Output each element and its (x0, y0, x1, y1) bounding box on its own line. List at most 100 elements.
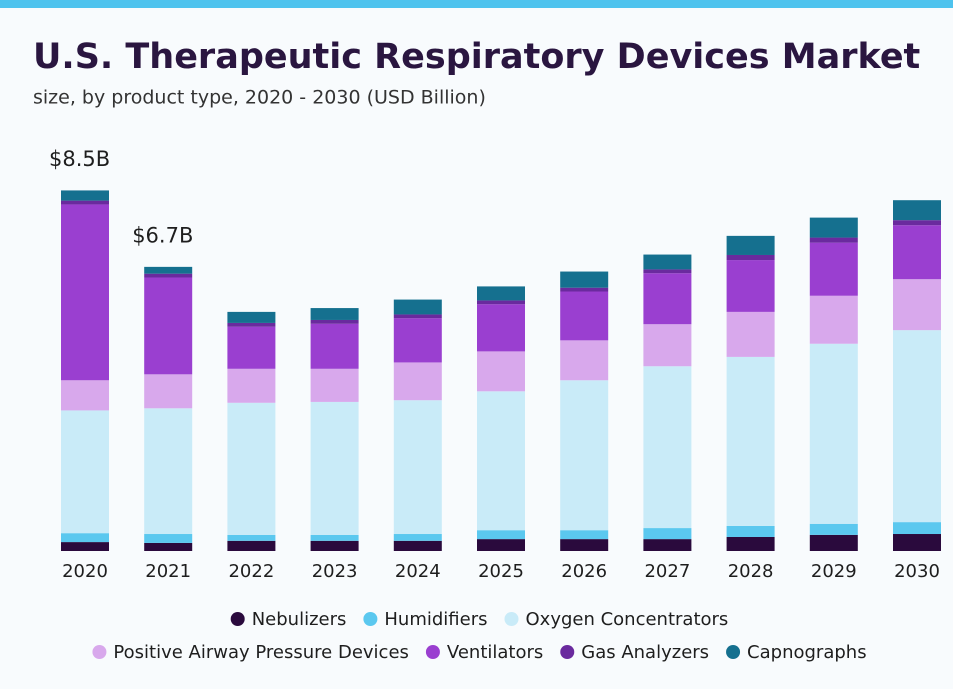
bar-segment (227, 322, 276, 327)
legend-item: Capnographs (726, 642, 867, 663)
bar-segment (726, 525, 775, 537)
legend: Nebulizers Humidifiers Oxygen Concentrator… (92, 609, 867, 663)
total-label: $6.7B (132, 223, 193, 247)
bar-segment (726, 254, 775, 261)
x-tick-label: 2024 (395, 561, 441, 582)
bar-segment (643, 528, 692, 540)
legend-swatch (560, 645, 575, 659)
legend-swatch (726, 645, 741, 659)
bar-segment (61, 190, 109, 201)
legend-item: Positive Airway Pressure Devices (92, 642, 409, 663)
bar-segment (643, 269, 692, 274)
bar-segment (726, 235, 775, 255)
bar-segment (560, 340, 609, 381)
bar-segment (144, 408, 193, 535)
legend-label: Nebulizers (252, 609, 347, 630)
bar-segment (227, 326, 276, 369)
bar-segment (809, 534, 858, 551)
bar-segment (61, 380, 109, 411)
bar-segment (560, 380, 609, 531)
bar-segment (560, 291, 609, 341)
bar-segment (809, 295, 858, 344)
legend-label: Ventilators (447, 642, 543, 663)
bar-segment (560, 271, 609, 288)
legend-label: Oxygen Concentrators (525, 609, 728, 630)
bar-segment (893, 220, 941, 226)
top-stripe (0, 0, 953, 8)
x-tick-label: 2026 (561, 561, 607, 582)
bar-segment (61, 542, 109, 551)
total-label: $8.5B (49, 147, 110, 171)
bar-segment (310, 534, 359, 541)
x-tick-label: 2029 (811, 561, 857, 582)
bar-segment (809, 343, 858, 524)
bar-segment (144, 542, 193, 551)
bar-segment (393, 540, 442, 551)
bar-segment (310, 323, 359, 369)
legend-label: Gas Analyzers (581, 642, 709, 663)
bar-segment (61, 533, 109, 543)
bar-segment (809, 217, 858, 238)
bar-segment (477, 351, 525, 392)
legend-item: Nebulizers (230, 609, 347, 630)
bar-segment (893, 279, 941, 331)
bar-segment (393, 318, 442, 363)
bar-segment (477, 530, 525, 540)
bar-segment (477, 539, 525, 551)
bar-segment (560, 287, 609, 292)
bar-segment (643, 324, 692, 367)
chart-title: U.S. Therapeutic Respiratory Devices Mar… (33, 37, 920, 77)
bar-segment (61, 410, 109, 534)
x-tick-label: 2021 (145, 561, 191, 582)
bar-segment (726, 356, 775, 526)
bar-segment (893, 225, 941, 280)
bar-segment (310, 540, 359, 551)
bar-segment (393, 314, 442, 319)
bar-segment (227, 368, 276, 403)
bar-segment (809, 237, 858, 243)
plot: 2020 2021 2022 2023 2024 2025 2026 2027 2028 2029… (49, 147, 941, 582)
bar-segment (227, 311, 276, 323)
legend-label: Capnographs (747, 642, 867, 663)
bar-segment (393, 400, 442, 535)
bar-segment (227, 402, 276, 535)
bar-segment (310, 401, 359, 535)
chart-subtitle: size, by product type, 2020 - 2030 (USD … (33, 87, 486, 109)
legend-label: Humidifiers (384, 609, 487, 630)
bar-segment (61, 200, 109, 205)
bar-segment (477, 300, 525, 305)
bar-segment (726, 311, 775, 357)
legend-item: Humidifiers (363, 609, 487, 630)
bar-segment (61, 204, 109, 381)
x-tick-label: 2025 (478, 561, 524, 582)
bar-segment (144, 534, 193, 543)
bar-segment (477, 304, 525, 352)
bar-segment (144, 374, 193, 409)
x-tick-label: 2027 (644, 561, 690, 582)
bar-segment (310, 368, 359, 402)
bar-segment (310, 319, 359, 324)
bar-segment (893, 522, 941, 535)
legend-item: Oxygen Concentrators (504, 609, 728, 630)
bar-segment (144, 266, 193, 274)
x-tick-label: 2028 (728, 561, 774, 582)
bar-segment (144, 277, 193, 375)
bar-segment (809, 523, 858, 535)
x-tick-label: 2023 (312, 561, 358, 582)
bar-segment (560, 539, 609, 551)
bar-segment (893, 200, 941, 221)
bar-segment (393, 534, 442, 541)
legend-item: Gas Analyzers (560, 642, 709, 663)
bar-segment (643, 254, 692, 270)
bar-segment (393, 362, 442, 401)
bar-segment (144, 273, 193, 278)
legend-swatch (230, 612, 245, 626)
bar-segment (893, 534, 941, 551)
x-tick-label: 2020 (62, 561, 108, 582)
bar-segment (726, 536, 775, 551)
x-tick-label: 2022 (228, 561, 274, 582)
bar-segment (227, 534, 276, 541)
legend-item: Ventilators (425, 642, 543, 663)
bar-segment (393, 299, 442, 315)
